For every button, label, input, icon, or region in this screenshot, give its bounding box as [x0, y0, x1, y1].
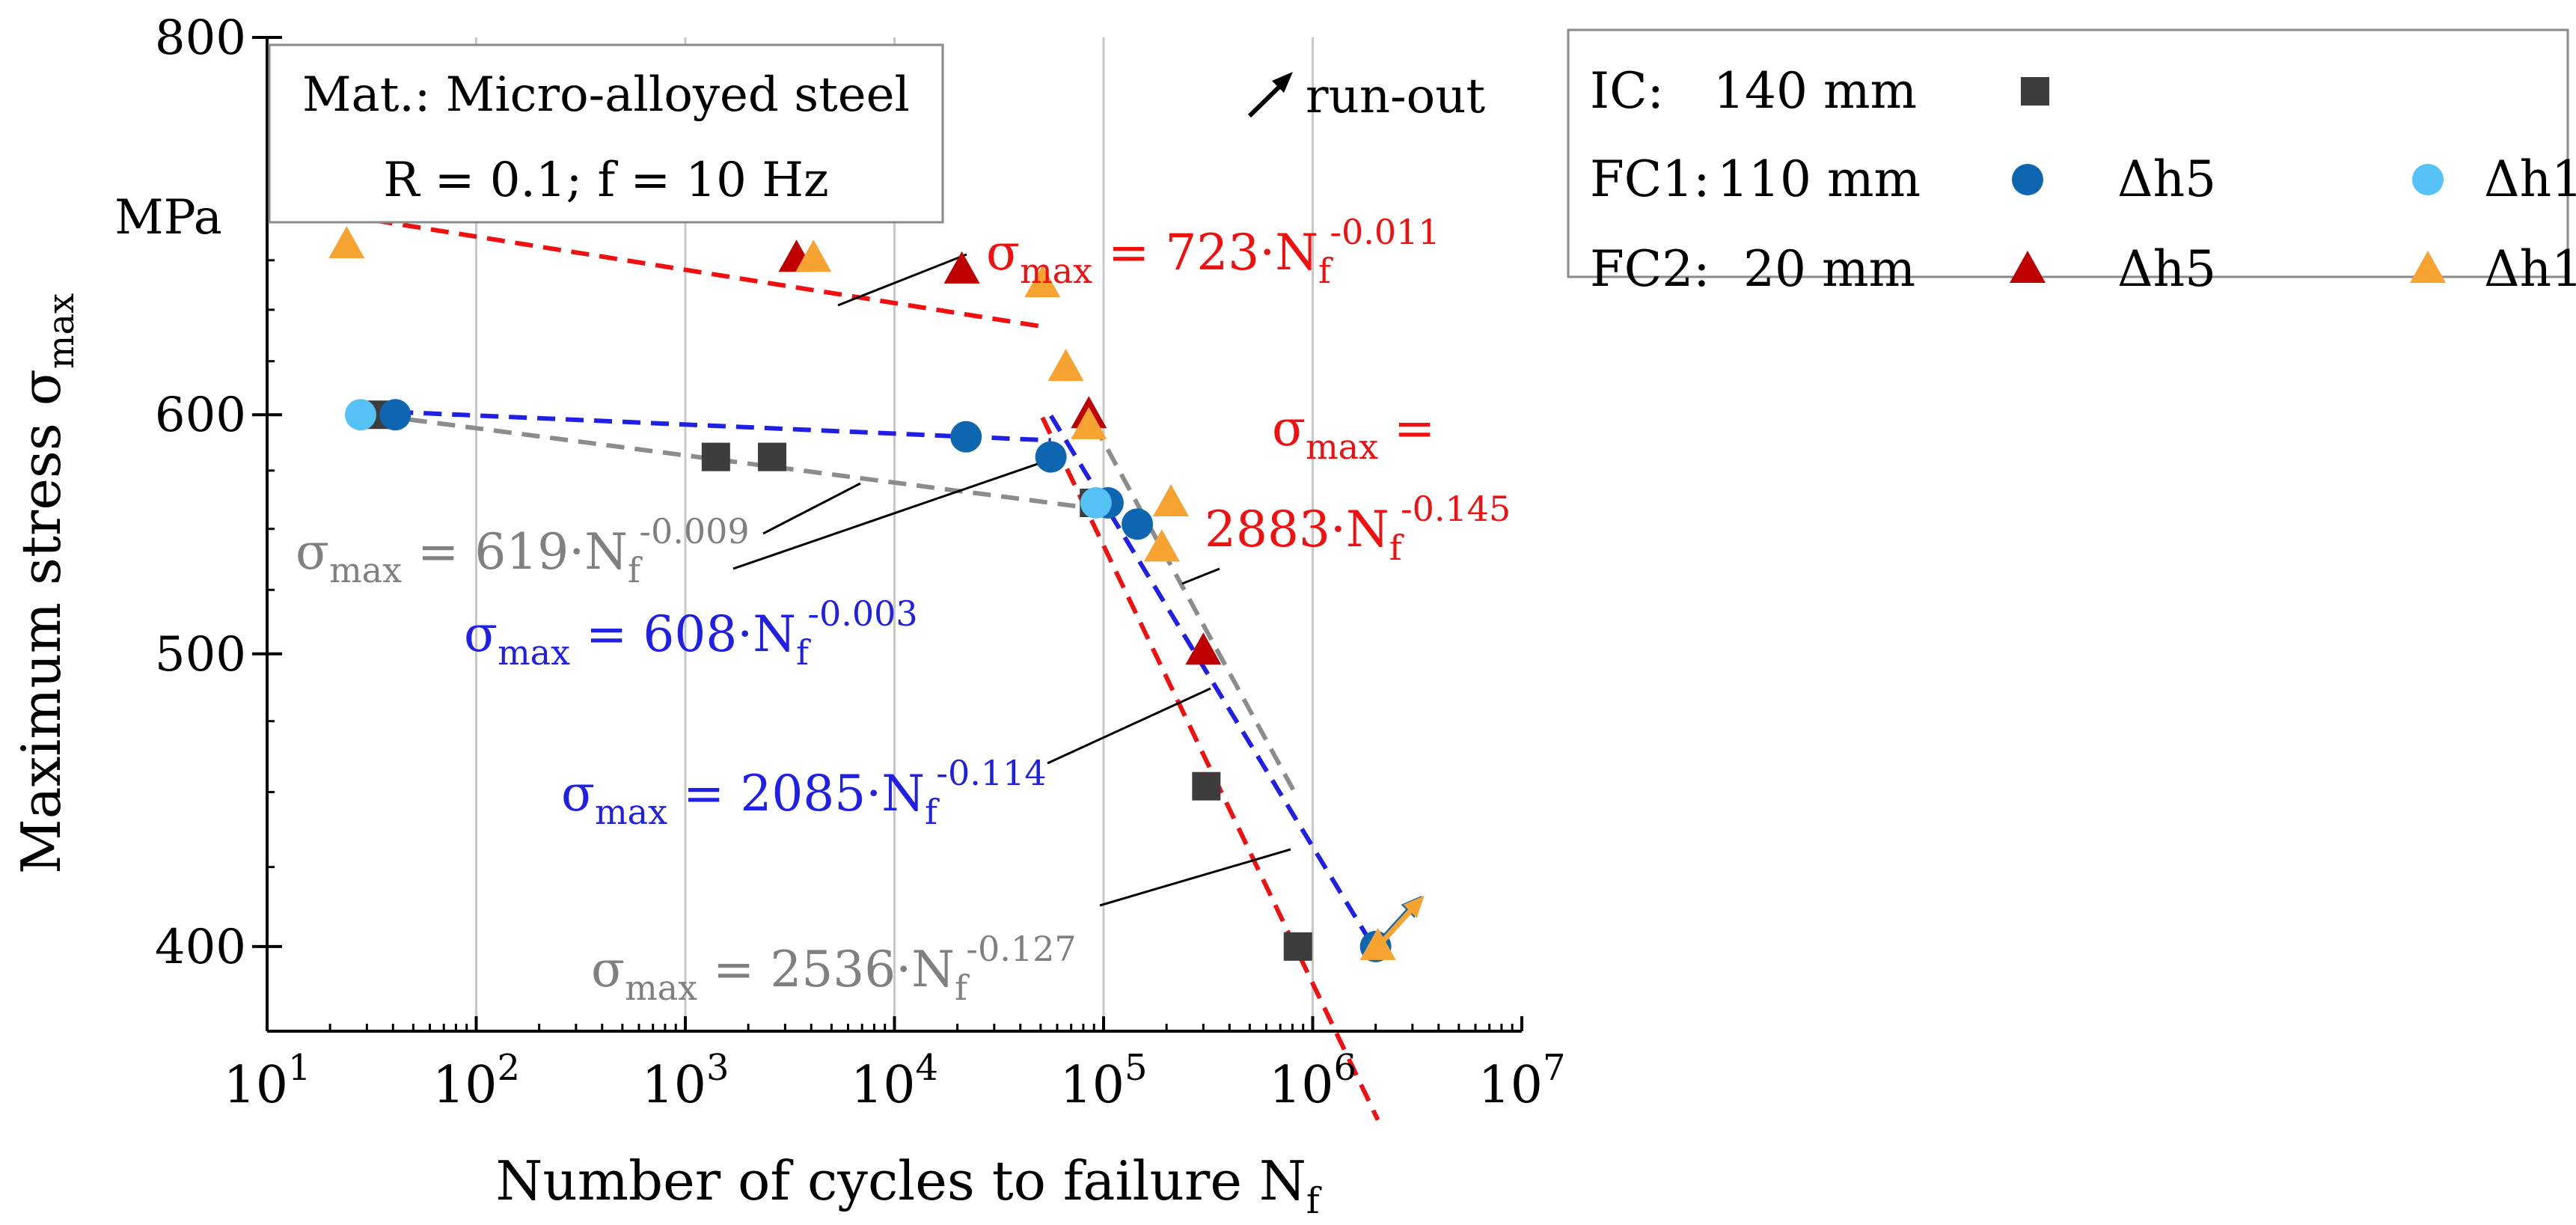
- x-tick-label: 106: [1269, 1047, 1356, 1115]
- legend-row-value: 20 mm: [1743, 240, 1915, 298]
- runout-indicator: run-out: [1247, 69, 1485, 124]
- legend-entry-label: Δh5: [2117, 240, 2216, 298]
- data-point: [344, 399, 376, 431]
- data-point: [379, 399, 412, 431]
- y-tick-label: 400: [155, 920, 246, 975]
- legend-marker: [2012, 164, 2043, 195]
- leader-lines: [732, 253, 1291, 907]
- legend-entry-label: Δh5: [2117, 150, 2216, 208]
- equation-leader-line: [837, 253, 967, 307]
- data-point: [1153, 484, 1190, 517]
- data-point: [950, 421, 982, 453]
- fit-line: [1040, 416, 1380, 1121]
- data-points: [328, 226, 1425, 962]
- data-point: [701, 442, 730, 471]
- equation-ic1: σmax = 619·Nf-0.009: [296, 511, 750, 590]
- legend-row-label: FC2:: [1590, 240, 1710, 298]
- x-axis-title: Number of cycles to failure Nf: [495, 1149, 1321, 1222]
- data-point: [757, 442, 786, 471]
- legend-entry-label: Δh15: [2484, 150, 2576, 208]
- equation-fc2b_bot: 2883·Nf-0.145: [1205, 489, 1511, 568]
- legend-marker: [2412, 164, 2444, 195]
- legend-row-label: IC:: [1590, 62, 1664, 120]
- equation-fc2b_top: σmax =: [1272, 400, 1435, 467]
- legend-row-label: FC1:: [1590, 150, 1710, 208]
- legend-marker: [2410, 251, 2446, 283]
- info-material: Mat.: Micro-alloyed steel: [302, 67, 910, 123]
- fit-line: [1049, 415, 1378, 952]
- data-point: [1024, 265, 1061, 298]
- equation-fc1a: σmax = 608·Nf-0.003: [464, 593, 918, 673]
- x-tick-label: 102: [432, 1047, 520, 1115]
- y-tick-label: 800: [155, 10, 246, 66]
- fit-equations: σmax = 619·Nf-0.009 σmax = 2536·Nf-0.127 σ…: [296, 212, 1511, 1008]
- legend-box: [1567, 28, 2569, 278]
- runout-arrow: [1376, 903, 1418, 949]
- data-point: [1080, 487, 1112, 519]
- data-point: [1192, 772, 1221, 801]
- data-point: [1122, 508, 1154, 540]
- fit-line: [395, 409, 1051, 443]
- data-point: [943, 251, 980, 284]
- data-point: [1035, 441, 1067, 473]
- legend-entry-label: Δh15: [2484, 240, 2576, 298]
- fit-line: [1092, 423, 1300, 800]
- x-tick-label: 101: [223, 1047, 310, 1115]
- legend-marker: [2021, 77, 2049, 106]
- data-point: [1071, 406, 1107, 439]
- legend-row-value: 110 mm: [1717, 150, 1921, 208]
- runout-arrowhead-icon: [1272, 72, 1293, 93]
- info-conditions: R = 0.1; f = 10 Hz: [383, 153, 829, 208]
- info-box: Mat.: Micro-alloyed steel R = 0.1; f = 1…: [268, 43, 944, 224]
- runout-arrowhead: [1403, 895, 1425, 918]
- equation-leader-line: [1047, 687, 1211, 765]
- y-tick-label: 500: [155, 627, 246, 682]
- x-tick-label: 105: [1059, 1047, 1147, 1115]
- x-tick-label: 107: [1478, 1047, 1565, 1115]
- equation-fc1b: σmax = 2085·Nf-0.114: [561, 753, 1047, 832]
- equation-leader-line: [762, 482, 861, 535]
- fit-line: [380, 413, 1095, 511]
- fit-line: [346, 213, 1043, 329]
- legend-row-value: 140 mm: [1713, 62, 1917, 120]
- data-point: [328, 226, 365, 259]
- equation-fc2a: σmax = 723·Nf-0.011: [986, 212, 1440, 291]
- equation-leader-line: [1099, 848, 1291, 907]
- x-tick-label: 104: [851, 1047, 938, 1115]
- data-point: [1185, 632, 1222, 665]
- data-point: [1283, 932, 1312, 961]
- data-point: [1047, 349, 1084, 382]
- equation-ic2: σmax = 2536·Nf-0.127: [591, 929, 1077, 1008]
- equation-leader-line: [1181, 567, 1220, 585]
- y-axis-title: Maximum stress σmax: [10, 293, 82, 874]
- equation-leader-line: [732, 456, 1056, 570]
- y-axis-unit: MPa: [114, 190, 222, 245]
- data-point: [795, 239, 832, 272]
- x-tick-label: 103: [641, 1047, 729, 1115]
- y-tick-label: 600: [155, 388, 246, 443]
- runout-label: run-out: [1306, 69, 1485, 124]
- data-point: [1143, 529, 1180, 562]
- legend-marker: [2010, 251, 2046, 283]
- fit-lines: [346, 213, 1380, 1121]
- axes: 101 102 103 104 105 106 107 400 500 600 800: [155, 10, 1566, 1115]
